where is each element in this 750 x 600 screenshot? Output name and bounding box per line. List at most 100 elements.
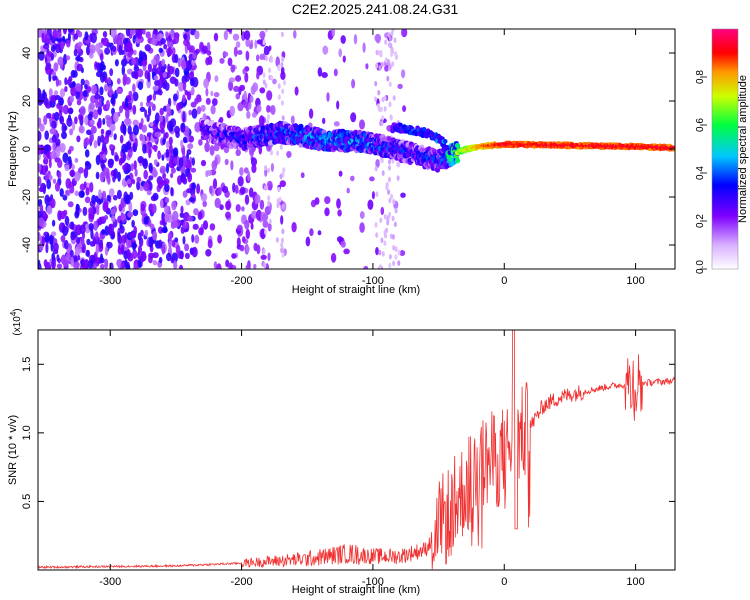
heatmap-noise-cell [42, 89, 46, 100]
heatmap-noise-cell [48, 88, 53, 97]
heatmap-noise-cell [191, 157, 195, 166]
heatmap-noise-cell [374, 96, 377, 102]
heatmap-noise-cell [182, 94, 186, 104]
heatmap-noise-cell [369, 176, 375, 182]
heatmap-noise-cell [202, 220, 209, 230]
heatmap-noise-cell [122, 164, 127, 171]
heatmap-noise-cell [256, 104, 262, 113]
heatmap-noise-cell [232, 182, 236, 193]
heatmap-noise-cell [392, 260, 396, 267]
heatmap-noise-cell [375, 191, 379, 197]
heatmap-noise-cell [184, 74, 190, 82]
heatmap-noise-cell [206, 50, 212, 56]
heatmap-noise-cell [139, 106, 146, 112]
heatmap-noise-cell [246, 110, 251, 119]
heatmap-noise-cell [388, 35, 392, 42]
heatmap-noise-cell [380, 206, 385, 216]
heatmap-noise-cell [84, 196, 91, 204]
heatmap-noise-cell [246, 246, 250, 252]
snr-series-line [38, 330, 675, 570]
heatmap-noise-cell [394, 51, 398, 57]
heatmap-noise-cell [324, 196, 331, 205]
colorbar: 0.0 0.2 0.4 0.6 0.8 Normalized spectral ampl… [695, 28, 749, 274]
heatmap-noise-cell [153, 75, 159, 81]
heatmap-noise-cell [169, 76, 177, 84]
heatmap-noise-cell [159, 115, 164, 123]
heatmap-noise-cell [166, 103, 171, 113]
heatmap-noise-cell [48, 51, 53, 57]
heatmap-noise-cell [171, 239, 176, 248]
heatmap-noise-cell [68, 156, 72, 165]
heatmap-noise-cell [205, 170, 209, 178]
heatmap-noise-cell [239, 167, 244, 176]
heatmap-noise-cell [136, 180, 141, 191]
heatmap-noise-cell [104, 245, 109, 256]
heatmap-noise-cell [83, 259, 90, 269]
heatmap-noise-cell [38, 210, 42, 219]
heatmap-noise-cell [95, 43, 101, 53]
heatmap-noise-cell [84, 84, 88, 90]
heatmap-noise-cell [100, 134, 105, 143]
heatmap-noise-cell [172, 210, 179, 222]
heatmap-noise-cell [102, 118, 106, 125]
heatmap-noise-cell [387, 59, 390, 65]
heatmap-noise-cell [95, 98, 99, 109]
heatmap-noise-cell [71, 164, 75, 170]
heatmap-noise-cell [68, 29, 74, 33]
heatmap-noise-cell [105, 99, 111, 110]
heatmap-noise-cell [359, 222, 365, 233]
heatmap-noise-cell [183, 67, 190, 76]
heatmap-noise-cell [58, 97, 64, 106]
heatmap-noise-cell [139, 101, 144, 107]
heatmap-noise-cell [277, 65, 281, 71]
heatmap-noise-cell [38, 231, 41, 242]
colorbar-gradient [711, 28, 739, 270]
heatmap-noise-cell [229, 105, 235, 117]
heatmap-noise-cell [159, 165, 167, 174]
heatmap-noise-cell [165, 140, 170, 149]
heatmap-noise-cell [78, 125, 85, 134]
heatmap-noise-cell [394, 246, 398, 252]
heatmap-noise-cell [85, 249, 90, 257]
heatmap-noise-cell [239, 84, 246, 92]
heatmap-noise-cell [89, 132, 94, 143]
heatmap-noise-cell [147, 106, 152, 117]
heatmap-noise-cell [388, 262, 392, 269]
heatmap-noise-cell [121, 244, 125, 256]
heatmap-noise-cell [148, 148, 152, 159]
heatmap-noise-cell [191, 108, 198, 119]
heatmap-noise-cell [54, 95, 61, 100]
heatmap-noise-cell [178, 157, 184, 168]
colorbar-tick-label: 0.2 [695, 214, 706, 228]
heatmap-noise-cell [99, 86, 104, 96]
heatmap-noise-cell [151, 203, 157, 214]
heatmap-noise-cell [262, 39, 266, 46]
heatmap-noise-cell [51, 259, 56, 269]
heatmap-noise-cell [53, 242, 59, 252]
heatmap-noise-cell [123, 180, 128, 187]
heatmap-noise-cell [187, 172, 193, 183]
heatmap-noise-cell [275, 56, 281, 68]
heatmap-noise-cell [132, 209, 139, 217]
heatmap-noise-cell [338, 170, 343, 177]
heatmap-noise-cell [75, 86, 82, 92]
heatmap-noise-cell [397, 249, 401, 256]
heatmap-noise-cell [92, 109, 99, 120]
heatmap-noise-cell [388, 159, 391, 165]
heatmap-noise-cell [241, 206, 245, 212]
heatmap-noise-cell [379, 217, 383, 224]
heatmap-noise-cell [270, 105, 276, 115]
heatmap-noise-cell [228, 80, 234, 92]
heatmap-noise-cell [384, 232, 387, 239]
heatmap-noise-cell [131, 219, 135, 228]
heatmap-noise-cell [51, 120, 57, 130]
heatmap-noise-cell [129, 29, 136, 36]
heatmap-noise-cell [396, 161, 400, 168]
heatmap-noise-cell [280, 215, 284, 225]
heatmap-noise-cell [150, 58, 157, 66]
heatmap-noise-cell [254, 39, 258, 49]
heatmap-noise-cell [84, 149, 90, 158]
heatmap-noise-cell [281, 88, 285, 95]
heatmap-noise-cell [259, 53, 264, 61]
